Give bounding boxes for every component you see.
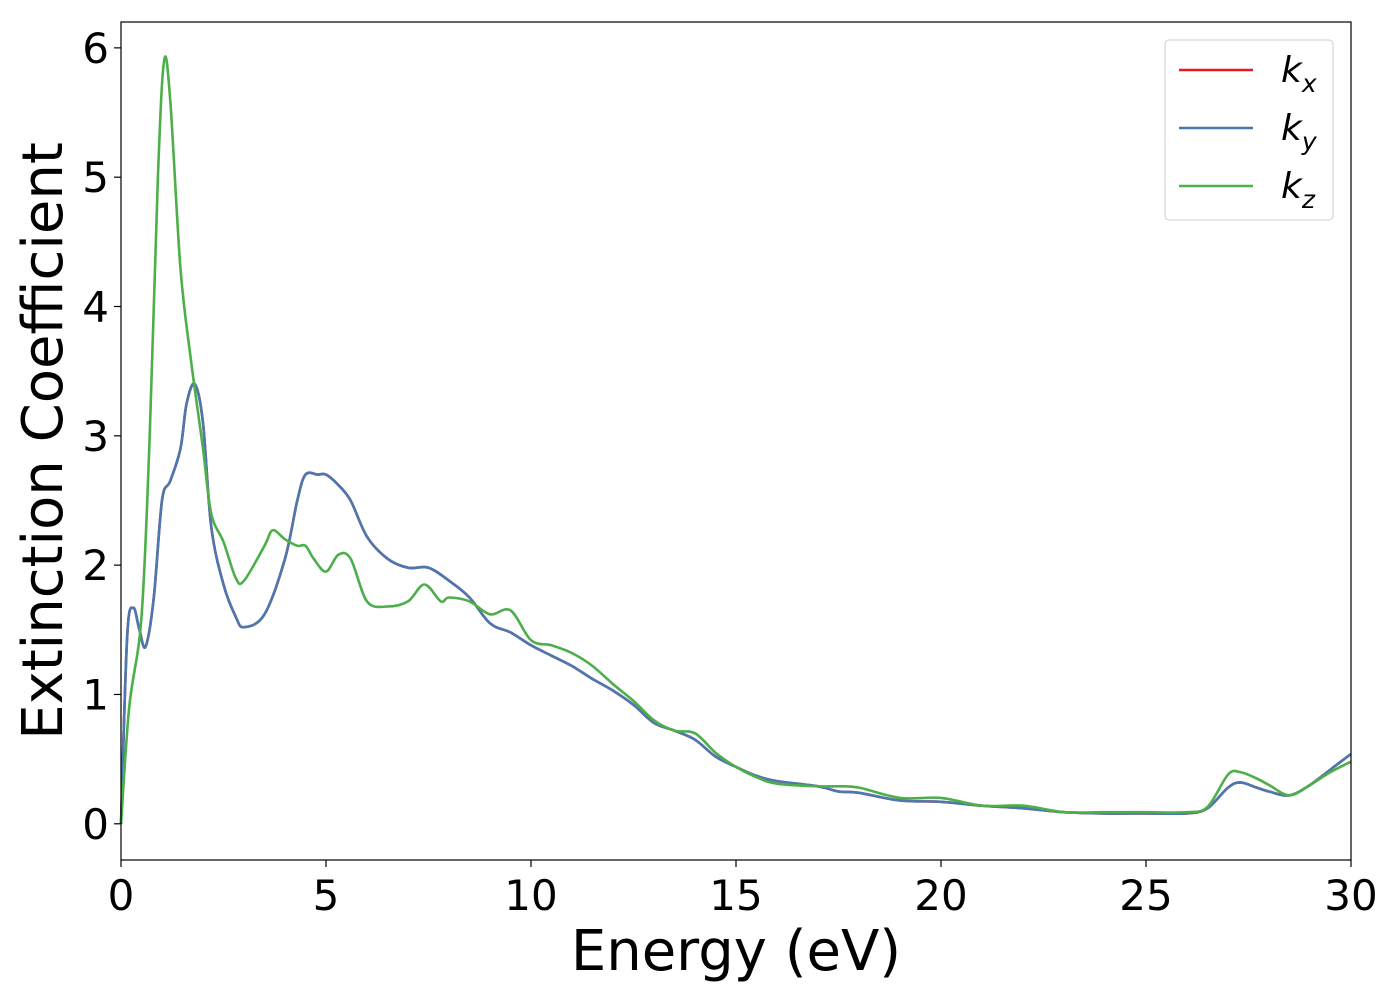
series-layer: [119, 55, 1352, 824]
y-tick-label: 4: [82, 283, 109, 332]
y-tick-label: 5: [82, 153, 109, 202]
y-tick-label: 1: [82, 670, 109, 719]
y-tick-label: 0: [82, 800, 109, 849]
series-line-kx: [119, 382, 1352, 824]
x-tick-label: 25: [1119, 871, 1172, 920]
x-tick-label: 10: [504, 871, 557, 920]
legend-label-kz: kz: [1281, 166, 1316, 214]
series-line-ky: [119, 382, 1352, 824]
series-line-kz: [119, 55, 1352, 824]
x-axis-label: Energy (eV): [571, 919, 901, 984]
x-tick-label: 30: [1324, 871, 1377, 920]
x-axis: 0 5 10 15 20 25 30: [108, 860, 1378, 920]
y-tick-label: 6: [82, 24, 109, 73]
y-tick-label: 3: [82, 412, 109, 461]
x-tick-label: 5: [313, 871, 340, 920]
y-tick-label: 2: [82, 541, 109, 590]
y-axis-label: Extinction Coefficient: [11, 142, 76, 740]
x-tick-label: 15: [709, 871, 762, 920]
x-tick-label: 20: [914, 871, 967, 920]
x-tick-label: 0: [108, 871, 135, 920]
y-axis: 0 1 2 3 4 5 6: [82, 24, 121, 849]
legend-box: [1164, 39, 1334, 221]
